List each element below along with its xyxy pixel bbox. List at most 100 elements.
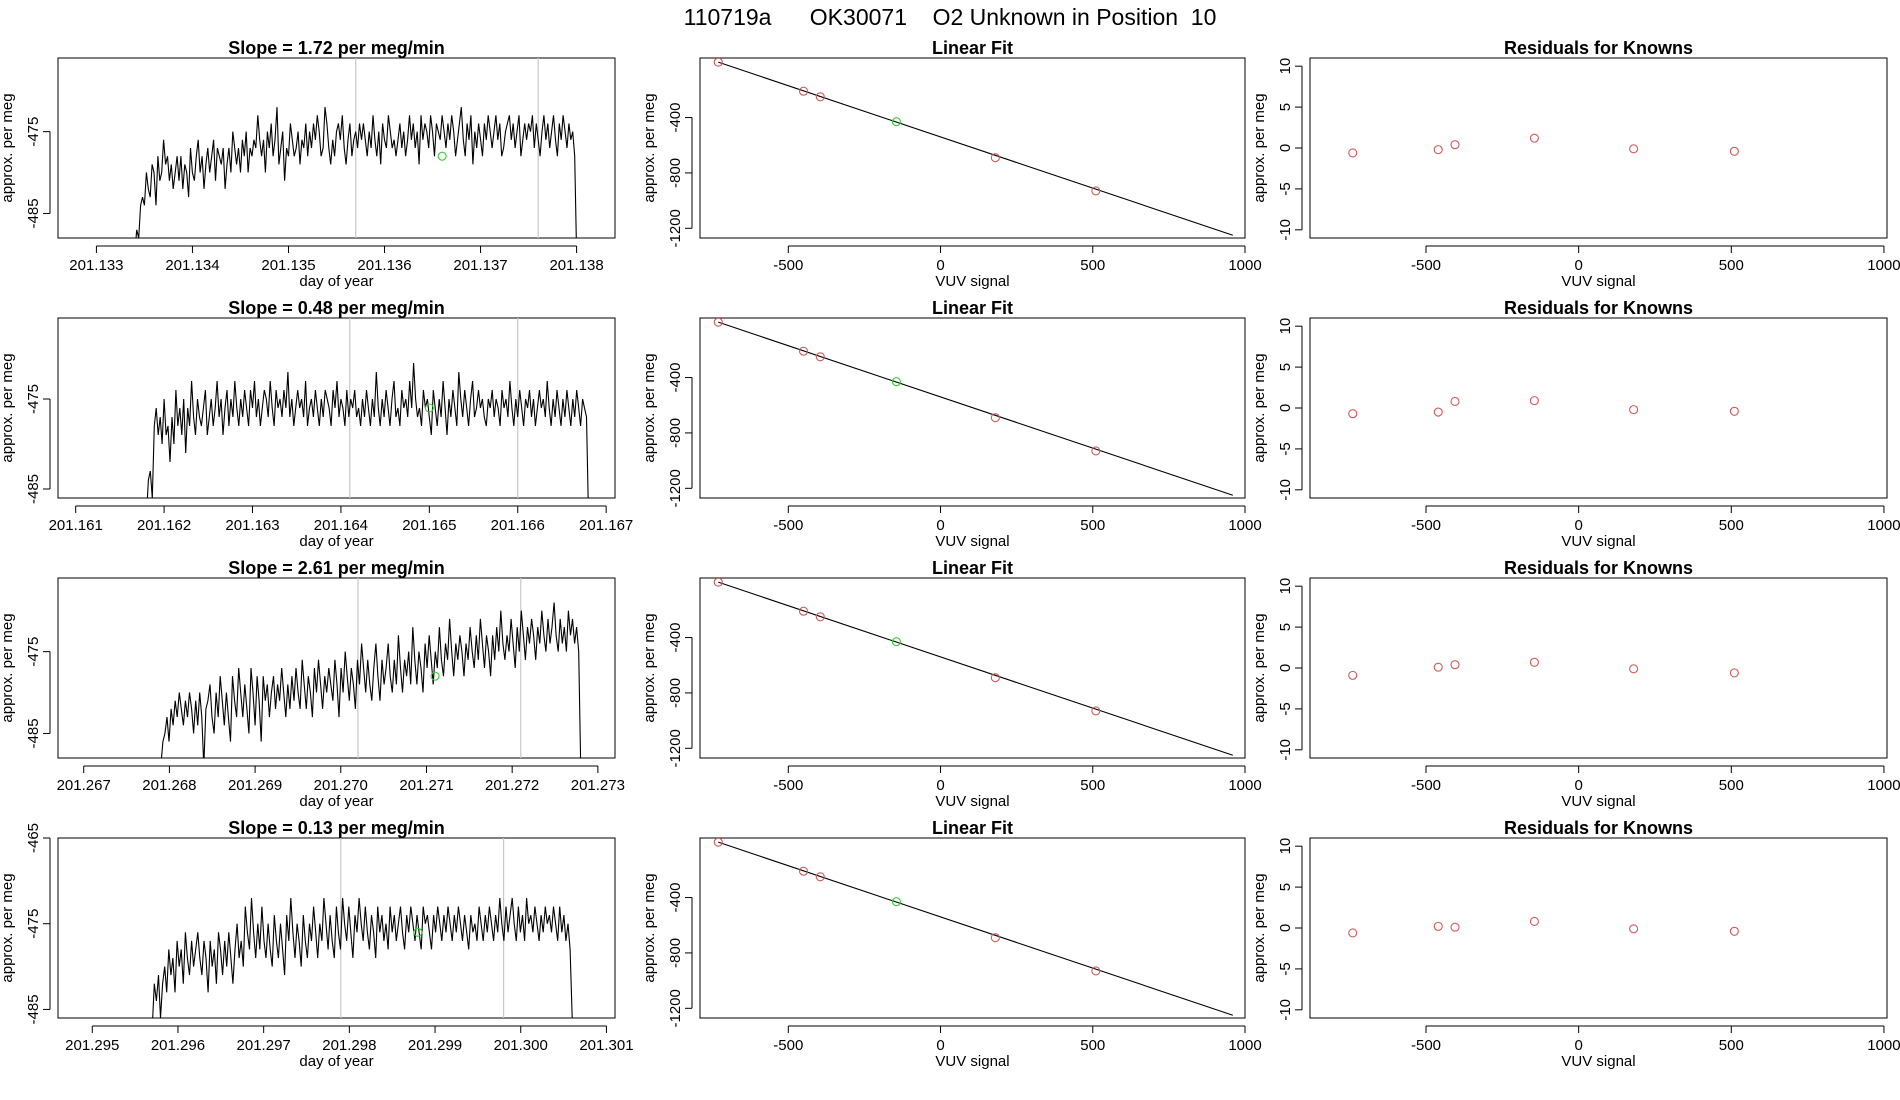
x-tick-label: 0 [936, 257, 944, 274]
y-axis-label: approx. per meg [1251, 613, 1268, 722]
x-tick-label: 0 [1574, 1037, 1582, 1054]
y-tick-label: -1200 [667, 729, 684, 767]
x-tick-label: 201.269 [228, 777, 282, 794]
y-tick-label: -485 [25, 994, 42, 1024]
known-point [798, 606, 809, 616]
x-tick-label: 0 [1574, 517, 1582, 534]
data-layer [152, 838, 573, 1018]
x-tick-label: 1000 [1867, 1037, 1900, 1054]
known-point [1091, 186, 1101, 196]
x-tick-label: -500 [1411, 257, 1441, 274]
x-tick-label: -500 [773, 1037, 803, 1054]
y-tick-label: 0 [1277, 404, 1294, 412]
x-axis-label: day of year [299, 533, 373, 550]
data-layer [160, 578, 582, 758]
x-axis-label: day of year [299, 273, 373, 290]
signal-series-line [146, 362, 589, 498]
panel-residuals-row-3: Residuals for Knowns -500 0 500 1000 VUV sign… [1251, 818, 1900, 1070]
data-layer [1348, 133, 1739, 158]
x-axis-label: day of year [299, 793, 373, 810]
known-point [1450, 660, 1460, 670]
x-tick-label: 500 [1719, 517, 1744, 534]
x-tick-label: 1000 [1867, 517, 1900, 534]
known-point [713, 58, 723, 67]
data-layer [713, 838, 1233, 1016]
panel-title: Linear Fit [932, 38, 1013, 58]
y-axis-label: approx. per meg [0, 613, 16, 722]
known-point [1348, 670, 1358, 680]
panel-title: Linear Fit [932, 818, 1013, 838]
fit-line [718, 61, 1233, 236]
panel-residuals-row-0: Residuals for Knowns -500 0 500 1000 VUV sign… [1251, 38, 1900, 290]
known-point [815, 612, 825, 622]
page-title: 110719a OK30071 O2 Unknown in Position 1… [0, 4, 1900, 31]
x-tick-label: 201.273 [571, 777, 625, 794]
x-tick-label: 1000 [1228, 1037, 1261, 1054]
y-tick-label: -800 [667, 678, 684, 708]
known-point [798, 86, 809, 96]
x-axis-label: day of year [299, 1053, 373, 1070]
unknown-point [891, 637, 901, 647]
x-tick-label: 201.268 [142, 777, 196, 794]
panel-linear_fit-row-2: Linear Fit -500 0 500 1000 VUV signal -400 -800… [641, 558, 1262, 810]
x-tick-label: 0 [1574, 777, 1582, 794]
y-tick-label: -800 [667, 418, 684, 448]
x-tick-label: 1000 [1228, 517, 1261, 534]
x-tick-label: 1000 [1228, 257, 1261, 274]
known-point [1433, 407, 1443, 417]
x-tick-label: 500 [1080, 777, 1105, 794]
x-tick-label: 0 [1574, 257, 1582, 274]
x-tick-label: 201.163 [225, 517, 279, 534]
x-tick-label: 201.133 [69, 257, 123, 274]
x-tick-label: 500 [1080, 1037, 1105, 1054]
x-axis-label: VUV signal [1561, 1053, 1635, 1070]
x-tick-label: 500 [1719, 777, 1744, 794]
unknown-point [430, 671, 440, 681]
panel-timeseries-row-2: Slope = 2.61 per meg/min 201.267 201.268 20… [0, 558, 625, 810]
data-layer [713, 318, 1233, 496]
known-point [1433, 921, 1443, 931]
y-tick-label: 5 [1277, 623, 1294, 631]
x-axis-label: VUV signal [935, 533, 1009, 550]
plot-frame [57, 57, 616, 239]
x-tick-label: 201.162 [137, 517, 191, 534]
known-point [1091, 446, 1101, 456]
y-tick-label: -1200 [667, 469, 684, 507]
unknown-point [891, 377, 901, 387]
plot-frame [1309, 317, 1888, 499]
x-axis-label: VUV signal [1561, 533, 1635, 550]
y-axis-label: approx. per meg [1251, 873, 1268, 982]
data-layer [713, 578, 1233, 756]
fit-line [718, 841, 1233, 1016]
panel-linear_fit-row-3: Linear Fit -500 0 500 1000 VUV signal -400 -800… [641, 818, 1262, 1070]
x-tick-label: 1000 [1867, 777, 1900, 794]
known-point [1729, 146, 1739, 156]
plot-frame [1309, 837, 1888, 1019]
x-tick-label: 201.267 [57, 777, 111, 794]
x-tick-label: 201.138 [549, 257, 603, 274]
y-axis-label: approx. per meg [641, 613, 658, 722]
panel-linear_fit-row-0: Linear Fit -500 0 500 1000 VUV signal -400 -800… [641, 38, 1262, 290]
y-tick-label: -475 [25, 384, 42, 414]
known-point [798, 866, 809, 876]
panel-title: Residuals for Knowns [1504, 298, 1693, 318]
x-axis-label: VUV signal [1561, 273, 1635, 290]
y-tick-label: -5 [1277, 442, 1294, 455]
panel-title: Residuals for Knowns [1504, 558, 1693, 578]
y-axis-label: approx. per meg [641, 353, 658, 462]
x-tick-label: 201.166 [491, 517, 545, 534]
y-tick-label: -400 [667, 883, 684, 913]
y-axis-label: approx. per meg [641, 93, 658, 202]
data-layer [146, 318, 589, 498]
x-tick-label: 500 [1719, 1037, 1744, 1054]
y-tick-label: -5 [1277, 962, 1294, 975]
y-tick-label: -5 [1277, 182, 1294, 195]
known-point [1433, 145, 1443, 155]
known-point [1450, 140, 1460, 150]
y-tick-label: -10 [1277, 999, 1294, 1021]
position-label: O2 Unknown in Position 10 [932, 4, 1217, 30]
known-point [1091, 966, 1101, 976]
x-axis-label: VUV signal [1561, 793, 1635, 810]
x-tick-label: -500 [773, 257, 803, 274]
